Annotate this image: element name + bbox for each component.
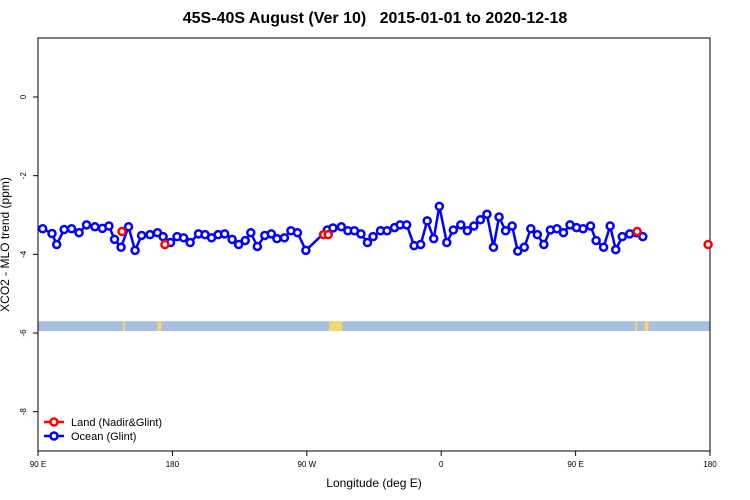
ocean-point [512, 246, 523, 256]
land-point [632, 226, 642, 237]
ocean-point [109, 234, 120, 245]
land-patch [644, 321, 649, 332]
ocean-point [638, 231, 648, 242]
ocean-point [456, 220, 466, 230]
ocean-point [532, 229, 543, 240]
x-tick-label: 0 [439, 460, 444, 469]
ocean-point [227, 234, 237, 245]
ocean-point [178, 233, 189, 243]
x-tick-label: 180 [703, 460, 717, 469]
ocean-point [507, 221, 517, 231]
ocean-point [145, 229, 155, 240]
legend-label: Ocean (Glint) [71, 431, 136, 443]
ocean-point [448, 225, 459, 235]
ocean-point [605, 221, 615, 231]
ocean-point [81, 220, 92, 230]
land-point [160, 239, 170, 250]
land-patch [635, 321, 638, 332]
ocean-point [368, 231, 378, 242]
ocean-point [279, 233, 290, 243]
y-tick-label: -8 [19, 408, 28, 416]
land-patch [122, 321, 125, 332]
y-tick-label: -2 [19, 172, 28, 180]
y-tick-label: -4 [19, 250, 28, 258]
ocean-point [539, 239, 549, 250]
ocean-point [356, 229, 366, 239]
ocean-point [272, 233, 282, 244]
ocean-point [500, 225, 511, 236]
ocean-point [558, 227, 569, 238]
chart-title: 45S-40S August (Ver 10) 2015-01-01 to 20… [182, 10, 568, 27]
ocean-point [266, 229, 277, 239]
ocean-point [362, 237, 373, 248]
ocean-point [469, 221, 479, 231]
ocean-point [185, 237, 195, 248]
ocean-point [415, 239, 426, 250]
ocean-point [591, 235, 601, 246]
ocean-point [462, 225, 473, 236]
ocean-point [617, 231, 628, 242]
land-point [703, 239, 713, 250]
ocean-point [66, 224, 77, 234]
ocean-point [240, 235, 250, 246]
ocean-point [116, 242, 126, 253]
land-patch [157, 321, 162, 332]
y-axis-label: XCO2 - MLO trend (ppm) [0, 177, 12, 312]
ocean-point [136, 230, 147, 241]
ocean-point [336, 222, 347, 232]
ocean-point [598, 242, 609, 253]
land-point [323, 229, 334, 240]
x-tick-label: 90 W [297, 460, 316, 469]
ocean-point [442, 237, 452, 248]
land-point [117, 226, 127, 237]
ocean-point [130, 245, 140, 256]
ocean-point [434, 201, 445, 212]
ocean-point [158, 231, 168, 242]
x-axis-label: Longitude (deg E) [326, 476, 421, 490]
ocean-point [585, 221, 596, 231]
ocean-point [578, 224, 588, 234]
y-tick-label: 0 [19, 94, 28, 99]
ocean-point [475, 214, 486, 225]
x-tick-label: 90 E [30, 460, 46, 469]
ocean-point [482, 209, 492, 219]
ocean-point [494, 212, 504, 222]
ocean-point [526, 224, 536, 234]
legend-marker [49, 431, 59, 441]
ocean-point [246, 227, 256, 238]
ocean-point [519, 242, 530, 253]
y-tick-label: -6 [19, 329, 28, 337]
ocean-point [401, 220, 412, 230]
ocean-point [123, 222, 134, 232]
ocean-point [301, 245, 311, 256]
land-patch [329, 321, 343, 332]
ocean-point [292, 227, 303, 238]
legend-marker [49, 417, 59, 427]
ocean-point [382, 225, 392, 236]
x-tick-label: 90 E [567, 460, 583, 469]
ocean-point [422, 216, 432, 226]
ocean-point [488, 242, 499, 253]
ocean-point [37, 224, 48, 234]
ocean-point [328, 223, 338, 233]
ocean-band [38, 321, 710, 332]
ocean-point [90, 222, 100, 232]
ocean-point [104, 221, 114, 231]
ocean-point [74, 227, 84, 238]
legend-label: Land (Nadir&Glint) [71, 417, 162, 429]
x-tick-label: 180 [166, 460, 180, 469]
ocean-point [233, 239, 244, 250]
ocean-point [219, 229, 230, 239]
ocean-point [59, 224, 69, 235]
ocean-point [610, 244, 621, 255]
ocean-point [252, 241, 263, 252]
ocean-point [428, 233, 439, 244]
ocean-point [51, 239, 62, 250]
ocean-point [47, 228, 57, 239]
ocean-point [552, 224, 562, 234]
